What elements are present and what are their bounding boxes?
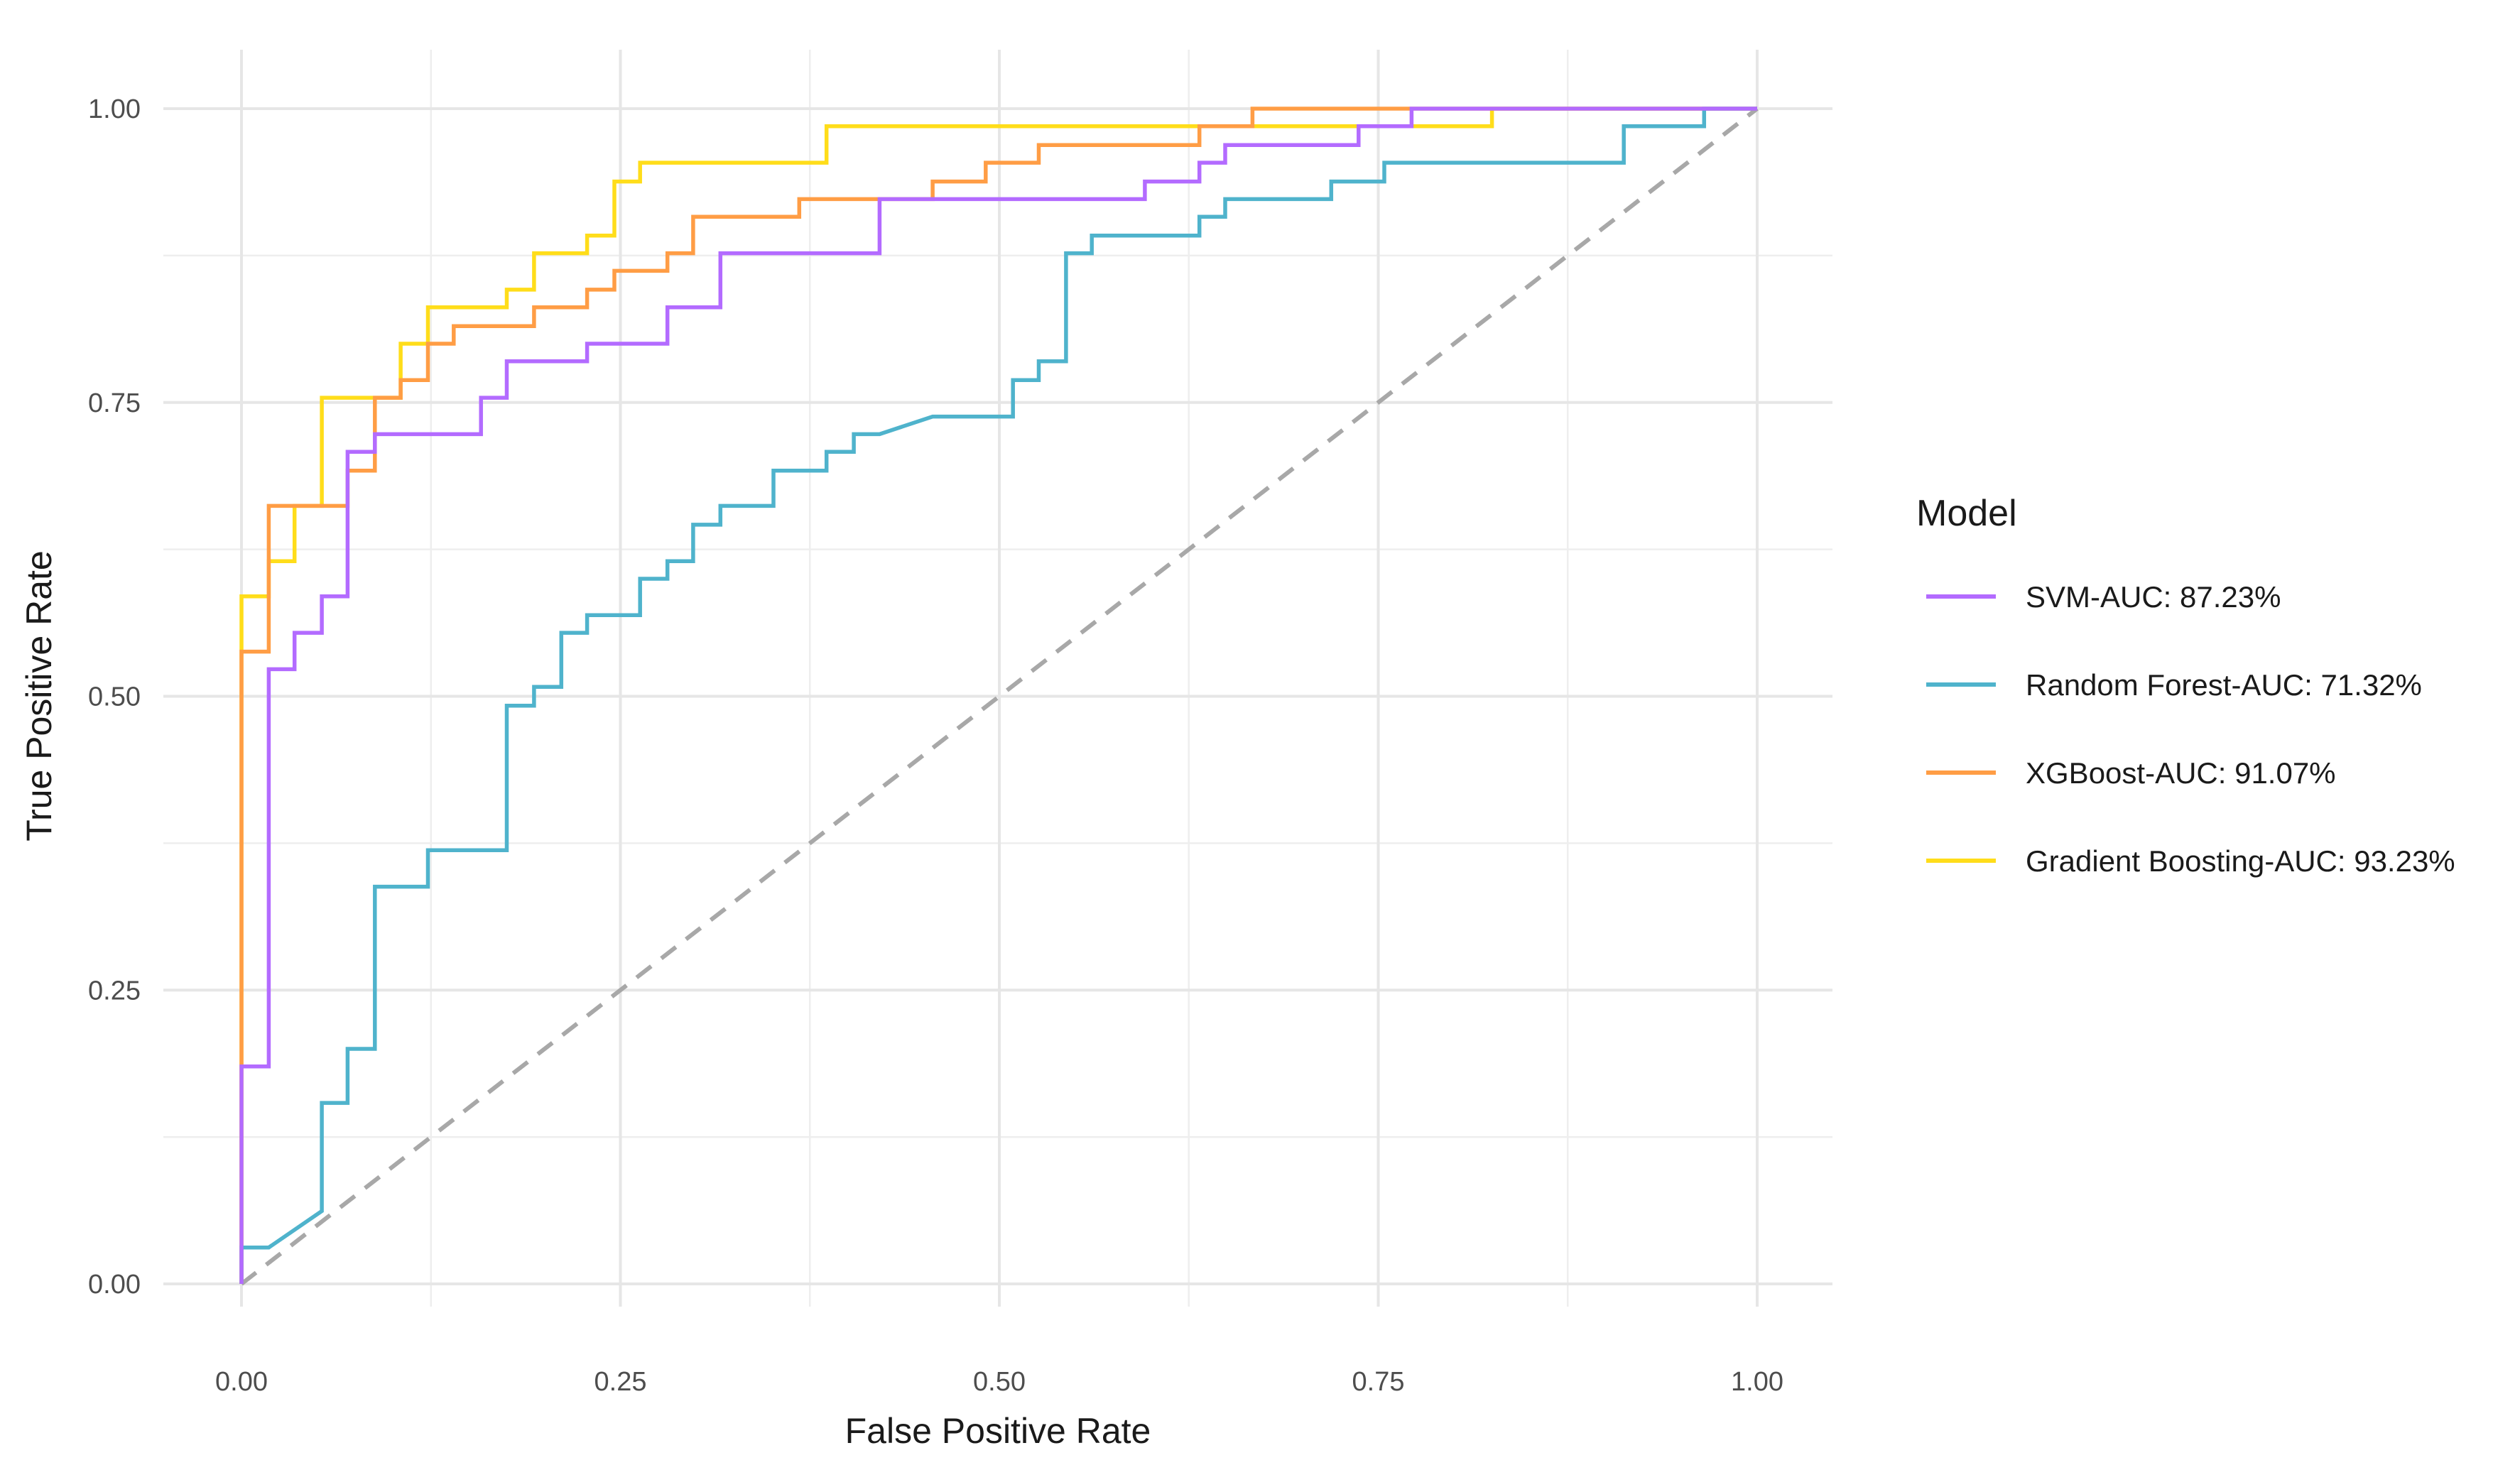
svm-roc-line [239,107,1757,1284]
xgboost-roc-line [239,107,1757,1284]
x-axis-title: False Positive Rate [845,1411,1151,1451]
grid [163,50,1832,1307]
legend-label: XGBoost-AUC: 91.07% [2026,756,2336,790]
x-tick-label: 0.00 [215,1367,268,1397]
series-layer [239,107,1757,1284]
legend-item-svm: SVM-AUC: 87.23% [1926,580,2281,614]
random-forest-roc-line [239,107,1757,1284]
y-tick-label: 1.00 [88,94,141,124]
y-tick-label: 0.00 [88,1270,141,1300]
legend-label: Gradient Boosting-AUC: 93.23% [2026,844,2455,878]
y-tick-label: 0.50 [88,682,141,712]
reference-line-layer [240,107,1759,1286]
x-tick-label: 0.75 [1352,1367,1405,1397]
tick-labels: 0.00 0.25 0.50 0.75 1.00 0.00 0.25 0.50 0.75 1.00 [88,94,1783,1397]
legend-item-gradient-boosting: Gradient Boosting-AUC: 93.23% [1926,844,2455,878]
legend-label: Random Forest-AUC: 71.32% [2026,668,2422,702]
reference-diagonal-line [240,107,1759,1286]
y-axis-title: True Positive Rate [19,550,59,841]
x-tick-label: 1.00 [1731,1367,1783,1397]
legend-item-random-forest: Random Forest-AUC: 71.32% [1926,668,2422,702]
legend-label: SVM-AUC: 87.23% [2026,580,2281,614]
y-tick-label: 0.25 [88,976,141,1006]
x-tick-label: 0.50 [973,1367,1026,1397]
gradient-boosting-roc-line [239,107,1757,1284]
legend-item-xgboost: XGBoost-AUC: 91.07% [1926,756,2336,790]
legend-items: SVM-AUC: 87.23% Random Forest-AUC: 71.32%… [1926,580,2455,878]
legend-title: Model [1916,493,2017,534]
x-tick-label: 0.25 [594,1367,647,1397]
legend: Model SVM-AUC: 87.23% Random Forest-AUC: … [1916,493,2455,878]
y-tick-label: 0.75 [88,388,141,418]
